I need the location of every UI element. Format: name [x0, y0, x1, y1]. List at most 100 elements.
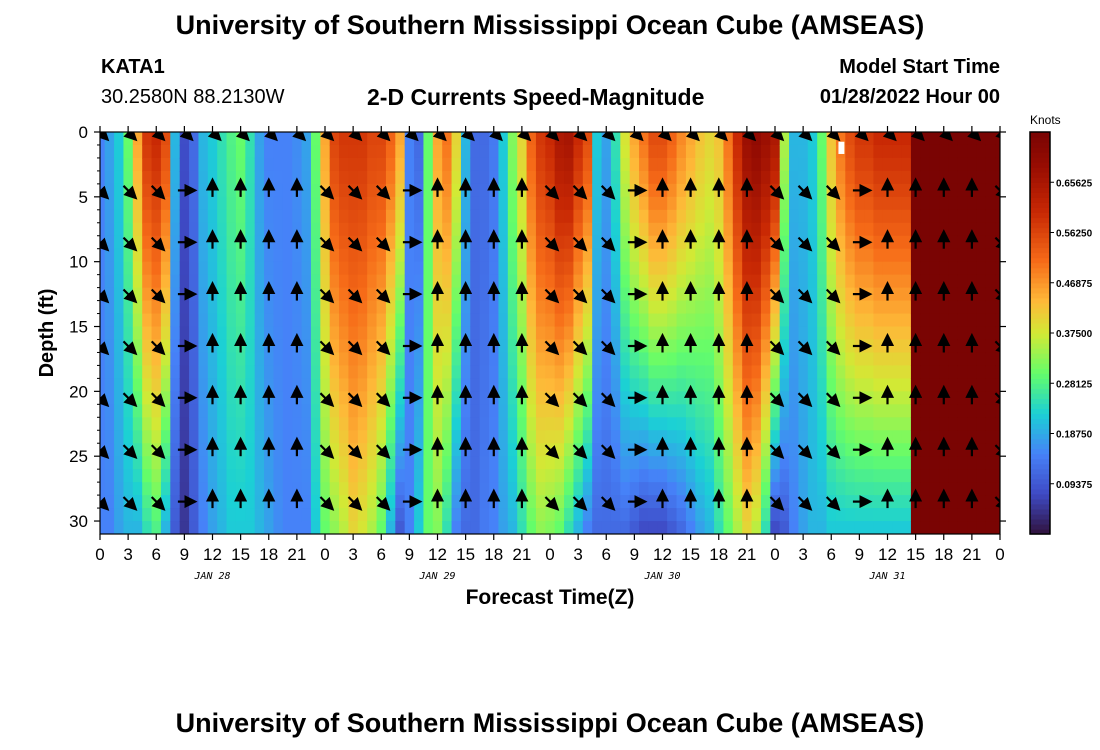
heatmap-cell: [723, 456, 734, 470]
heatmap-cell: [517, 261, 528, 276]
heatmap-cell: [779, 365, 790, 379]
colorbar-segment: [1030, 513, 1050, 520]
heatmap-cell: [189, 469, 200, 483]
heatmap-cell: [329, 378, 340, 392]
heatmap-cell: [198, 132, 209, 146]
heatmap-cell: [395, 313, 406, 328]
heatmap-cell: [601, 482, 612, 496]
heatmap-cell: [282, 274, 293, 289]
heatmap-cell: [339, 326, 350, 341]
heatmap-cell: [414, 482, 425, 496]
heatmap-cell: [807, 365, 818, 379]
heatmap-cell: [554, 404, 565, 418]
heatmap-cell: [601, 144, 612, 159]
heatmap-cell: [714, 521, 725, 534]
colorbar-tick-label: 0.18750: [1056, 430, 1093, 441]
heatmap-cell: [779, 144, 790, 159]
heatmap-cell: [976, 300, 987, 315]
heatmap-cell: [854, 508, 865, 522]
heatmap-cell: [957, 456, 968, 470]
heatmap-cell: [160, 157, 171, 172]
heatmap-cell: [329, 261, 340, 276]
heatmap-cell: [385, 482, 396, 496]
heatmap-cell: [723, 157, 734, 172]
heatmap-cell: [545, 469, 556, 483]
current-vector-arrow: [347, 496, 363, 511]
heatmap-cell: [892, 508, 903, 522]
heatmap-cell: [845, 495, 856, 509]
heatmap-cell: [489, 508, 500, 522]
heatmap-cell: [329, 157, 340, 172]
heatmap-cell: [489, 313, 500, 328]
heatmap-cell: [920, 274, 931, 289]
x-tick-label: 18: [484, 545, 503, 564]
heatmap-cell: [920, 430, 931, 444]
heatmap-cell: [779, 352, 790, 367]
heatmap-cell: [498, 521, 509, 534]
heatmap-cell: [732, 261, 743, 276]
heatmap-cell: [789, 456, 800, 470]
heatmap-cell: [620, 352, 631, 367]
heatmap-cell: [160, 521, 171, 534]
heatmap-cell: [367, 365, 378, 379]
heatmap-cell: [610, 404, 621, 418]
heatmap-cell: [310, 157, 321, 172]
heatmap-cell: [507, 274, 518, 289]
heatmap-cell: [385, 495, 396, 509]
heatmap-cell: [217, 352, 228, 367]
heatmap-cell: [789, 417, 800, 431]
heatmap-cell: [245, 144, 256, 159]
heatmap-cell: [367, 469, 378, 483]
heatmap-cell: [676, 144, 687, 159]
heatmap-cell: [939, 365, 950, 379]
heatmap-cell: [620, 443, 631, 457]
heatmap-cell: [470, 300, 481, 315]
heatmap-cell: [507, 132, 518, 146]
heatmap-cell: [517, 521, 528, 534]
heatmap-cell: [610, 274, 621, 289]
heatmap-cell: [948, 326, 959, 341]
heatmap-cell: [432, 248, 443, 263]
heatmap-cell: [601, 404, 612, 418]
heatmap-cell: [564, 404, 575, 418]
heatmap-cell: [620, 430, 631, 444]
heatmap-cell: [395, 495, 406, 509]
heatmap-cell: [789, 443, 800, 457]
heatmap-cell: [582, 339, 593, 354]
heatmap-cell: [920, 352, 931, 367]
heatmap-cell: [770, 248, 781, 263]
station-id: KATA1: [101, 56, 165, 78]
heatmap-cell: [714, 508, 725, 522]
heatmap-cell: [620, 456, 631, 470]
heatmap-cell: [142, 274, 153, 289]
heatmap-cell: [526, 391, 537, 405]
heatmap-cell: [423, 209, 434, 224]
heatmap-cell: [807, 430, 818, 444]
heatmap-cell: [770, 482, 781, 496]
heatmap-cell: [479, 495, 490, 509]
heatmap-cell: [329, 521, 340, 534]
heatmap-cell: [592, 274, 603, 289]
heatmap-cell: [310, 222, 321, 237]
heatmap-cell: [582, 287, 593, 302]
heatmap-cell: [254, 274, 265, 289]
heatmap-cell: [451, 248, 462, 263]
heatmap-cell: [404, 326, 415, 341]
heatmap-cell: [873, 132, 884, 146]
heatmap-cell: [657, 132, 668, 146]
heatmap-cell: [226, 391, 237, 405]
heatmap-cell: [160, 144, 171, 159]
heatmap-cell: [760, 209, 771, 224]
heatmap-cell: [100, 521, 106, 534]
heatmap-cell: [882, 248, 893, 263]
heatmap-cell: [217, 248, 228, 263]
heatmap-cell: [554, 352, 565, 367]
heatmap-cell: [498, 235, 509, 250]
heatmap-cell: [910, 261, 921, 276]
heatmap-cell: [789, 313, 800, 328]
heatmap-cell: [873, 404, 884, 418]
heatmap-cell: [367, 378, 378, 392]
heatmap-cell: [526, 300, 537, 315]
heatmap-cell: [948, 339, 959, 354]
heatmap-cell: [929, 196, 940, 211]
